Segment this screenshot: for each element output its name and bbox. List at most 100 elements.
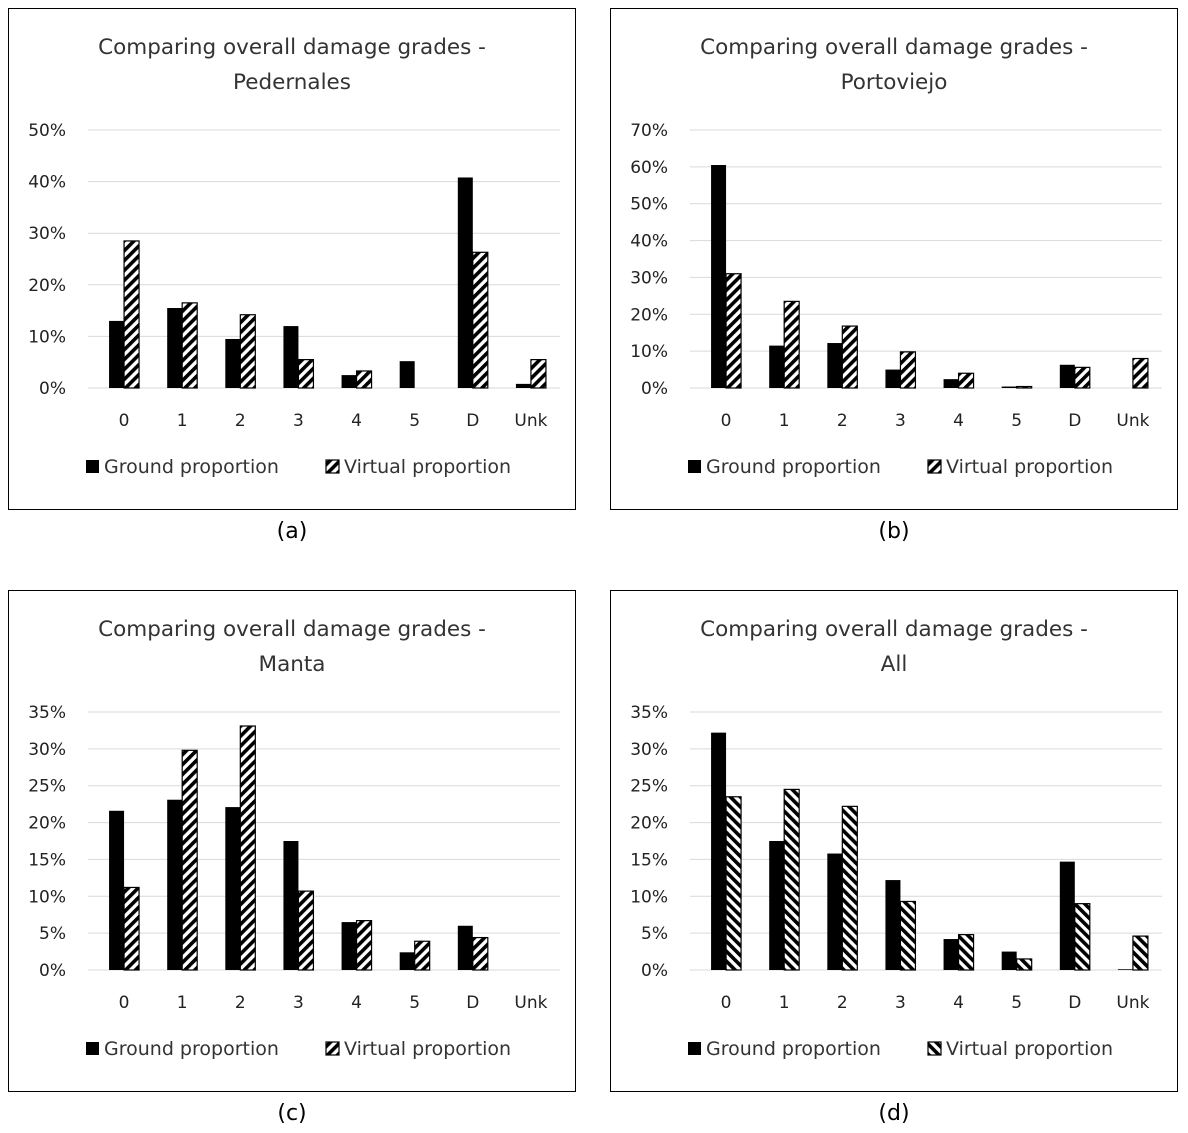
bar-virtual: [1016, 385, 1033, 389]
caption-a: (a): [276, 519, 308, 544]
y-tick-label: 25%: [28, 777, 66, 797]
legend-label: Virtual proportion: [946, 456, 1113, 478]
y-tick-label: 5%: [641, 924, 668, 944]
y-tick-label: 20%: [630, 305, 668, 325]
bar-virtual: [841, 805, 858, 971]
x-tick-label: Unk: [514, 993, 547, 1013]
x-tick-label: 0: [721, 993, 732, 1013]
legend-swatch-ground: [86, 460, 99, 473]
x-tick-label: 1: [779, 411, 790, 431]
bar-virtual: [297, 890, 315, 971]
bar-ground: [109, 320, 125, 388]
legend: Ground proportion Virtual proportion: [86, 1038, 511, 1060]
x-tick-label: 3: [293, 993, 304, 1013]
y-tick-label: 50%: [28, 121, 66, 141]
chart-title-line: Comparing overall damage grades -: [98, 35, 486, 60]
chart-title-line: Comparing overall damage grades -: [98, 617, 486, 642]
y-tick-label: 0%: [641, 379, 668, 399]
bar-ground: [167, 308, 183, 388]
bar-ground: [283, 841, 299, 970]
y-tick-label: 0%: [39, 379, 66, 399]
x-tick-label: 0: [119, 411, 130, 431]
legend: Ground proportion Virtual proportion: [688, 1038, 1113, 1060]
y-tick-label: 0%: [39, 961, 66, 981]
y-tick-label: 40%: [630, 232, 668, 252]
bar-virtual: [472, 936, 489, 971]
x-tick-label: 1: [779, 993, 790, 1013]
x-tick-label: 2: [837, 411, 848, 431]
x-tick-label: 4: [953, 411, 964, 431]
legend-swatch-ground: [688, 460, 701, 473]
y-tick-label: 10%: [28, 327, 66, 347]
y-tick-label: 20%: [28, 814, 66, 834]
x-tick-label: D: [1068, 411, 1081, 431]
y-tick-label: 0%: [641, 961, 668, 981]
bar-virtual: [725, 796, 742, 971]
y-tick-label: 35%: [630, 703, 668, 723]
legend: Ground proportion Virtual proportion: [86, 456, 511, 478]
legend-swatch-virtual: [927, 459, 942, 474]
bar-virtual: [181, 749, 198, 971]
x-tick-label: 2: [235, 411, 246, 431]
bar-virtual: [1016, 958, 1033, 971]
bar-ground: [1059, 364, 1075, 388]
bar-virtual: [1132, 935, 1149, 971]
x-tick-label: 4: [351, 411, 362, 431]
legend-label: Ground proportion: [706, 456, 881, 478]
y-tick-label: 20%: [28, 276, 66, 296]
legend-swatch-virtual: [927, 1041, 942, 1056]
bar-virtual: [841, 325, 858, 389]
x-tick-label: D: [466, 993, 479, 1013]
bar-ground: [341, 375, 357, 388]
bar-ground: [341, 922, 357, 970]
bar-virtual: [899, 900, 917, 971]
bar-virtual: [414, 940, 431, 971]
chart-panel-manta: Comparing overall damage grades - Manta 0%…: [8, 590, 576, 1092]
bar-ground: [769, 345, 785, 388]
bar-ground: [457, 177, 473, 388]
x-tick-label: 0: [119, 993, 130, 1013]
y-tick-label: 30%: [630, 740, 668, 760]
bar-ground: [1001, 951, 1017, 970]
chart-svg: Comparing overall damage grades - Manta 0%…: [8, 590, 576, 1092]
x-tick-label: Unk: [514, 411, 547, 431]
x-tick-label: Unk: [1116, 411, 1149, 431]
legend-label: Ground proportion: [104, 456, 279, 478]
chart-title-line: All: [881, 652, 908, 677]
bar-ground: [827, 343, 843, 388]
legend-swatch-ground: [688, 1042, 701, 1055]
y-tick-label: 30%: [630, 268, 668, 288]
x-tick-label: D: [1068, 993, 1081, 1013]
bar-ground: [1117, 969, 1133, 970]
y-tick-label: 40%: [28, 173, 66, 193]
x-tick-label: 4: [351, 993, 362, 1013]
bar-ground: [711, 165, 727, 388]
y-tick-label: 20%: [630, 814, 668, 834]
bar-ground: [1059, 861, 1075, 970]
bar-ground: [399, 361, 415, 388]
chart-title-line: Manta: [259, 652, 326, 677]
bar-virtual: [783, 300, 800, 389]
caption-c: (c): [277, 1101, 307, 1126]
x-tick-label: 2: [235, 993, 246, 1013]
legend-label: Ground proportion: [104, 1038, 279, 1060]
caption-d: (d): [878, 1101, 910, 1126]
chart-panel-all: Comparing overall damage grades - All 0% 5%…: [610, 590, 1178, 1092]
chart-title-line: Comparing overall damage grades -: [700, 35, 1088, 60]
y-tick-label: 15%: [630, 850, 668, 870]
legend-label: Virtual proportion: [344, 456, 511, 478]
bar-ground: [515, 383, 531, 388]
bar-ground: [399, 952, 415, 970]
bar-virtual: [1132, 357, 1149, 389]
bar-ground: [885, 369, 901, 388]
x-tick-label: 5: [1011, 993, 1022, 1013]
chart-svg: Comparing overall damage grades - Portovi…: [610, 8, 1178, 510]
y-tick-label: 35%: [28, 703, 66, 723]
caption-b: (b): [878, 519, 910, 544]
x-tick-label: 5: [409, 993, 420, 1013]
y-tick-label: 60%: [630, 158, 668, 178]
legend-swatch-virtual: [325, 1041, 340, 1056]
bar-ground: [167, 799, 183, 970]
chart-panel-portoviejo: Comparing overall damage grades - Portovi…: [610, 8, 1178, 510]
x-tick-label: 4: [953, 993, 964, 1013]
